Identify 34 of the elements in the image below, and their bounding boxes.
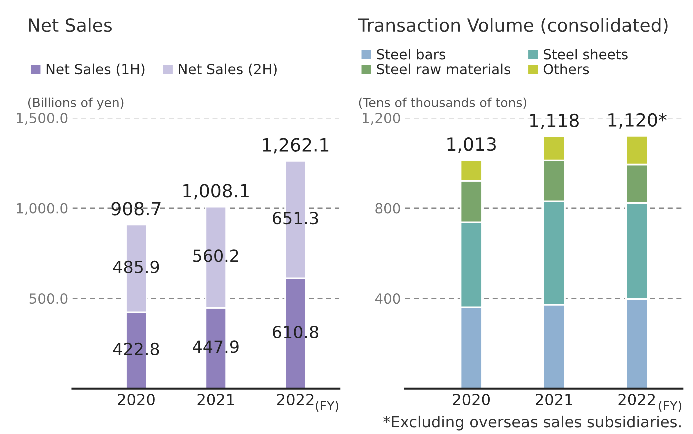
legend-label: Net Sales (2H) [179,64,277,76]
x-tick-label: 2022 [277,394,314,406]
y-tick-label: 800 [376,203,400,214]
legend-label: Steel bars [377,49,446,60]
y-tick-label: 1,200 [363,113,400,125]
y-axis-title: (Tens of thousands of tons) [359,98,527,109]
x-axis-title: (FY) [659,401,682,412]
total-label: 1,262.1 [263,138,329,154]
data-label: 560.2 [194,250,238,262]
data-label: 485.9 [113,260,160,274]
y-tick-label: 400 [375,294,400,304]
legend-label: Steel raw materials [377,64,510,75]
y-axis-title: (Billions of yen) [28,98,124,110]
total-label: 1,008.1 [184,184,249,200]
y-tick-label: 1,000.0 [17,203,68,216]
data-label: 651.3 [273,212,318,225]
x-tick-label: 2020 [453,394,490,406]
x-tick-label: 2020 [118,394,155,406]
total-label: 908.7 [112,202,161,216]
total-label: 1,013 [448,138,496,154]
y-tick-label: 1,500.0 [17,113,68,125]
y-tick-label: 500.0 [30,294,68,304]
x-tick-label: 2022 [618,394,656,406]
x-tick-label: 2021 [536,394,572,406]
x-axis-title: (FY) [316,401,338,412]
chart-title: Transaction Volume (consolidated) [358,18,668,34]
text: *Excluding overseas sales subsidiaries. [384,416,681,431]
legend-label: Net Sales (1H) [46,64,145,76]
chart-title: Net Sales [29,18,112,32]
legend-label: Others [544,64,590,75]
x-tick-label: 2021 [198,394,234,406]
legend-label: Steel sheets [544,49,628,60]
total-label: 1,120* [608,113,667,129]
total-label: 1,118 [530,114,579,130]
